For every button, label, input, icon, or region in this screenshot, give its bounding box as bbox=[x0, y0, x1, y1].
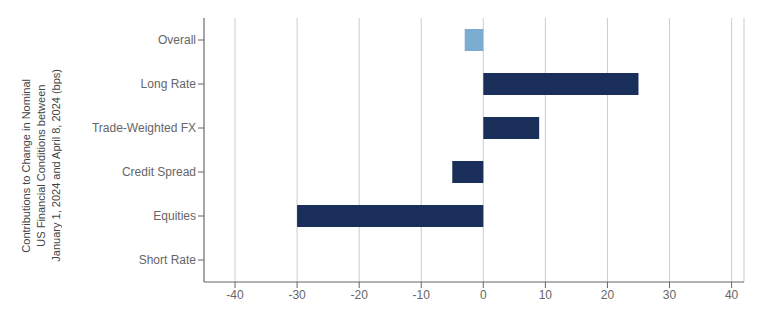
svg-text:Overall: Overall bbox=[158, 33, 196, 47]
svg-text:Equities: Equities bbox=[153, 209, 196, 223]
html-text:January 1, 2024 and April 8, 2: January 1, 2024 and April 8, 2024 (bps) bbox=[49, 68, 62, 262]
html-text:US Financial Conditions betwee: US Financial Conditions between bbox=[34, 84, 47, 246]
svg-text:Short Rate: Short Rate bbox=[139, 253, 197, 267]
svg-text:-30: -30 bbox=[288, 288, 306, 302]
svg-text:0: 0 bbox=[480, 288, 487, 302]
svg-text:40: 40 bbox=[725, 288, 739, 302]
html-text:Contributions to Change in Nom: Contributions to Change in Nominal bbox=[19, 78, 32, 252]
svg-text:10: 10 bbox=[539, 288, 553, 302]
svg-text:20: 20 bbox=[601, 288, 615, 302]
svg-text:-10: -10 bbox=[413, 288, 431, 302]
svg-text:Credit Spread: Credit Spread bbox=[122, 165, 196, 179]
svg-text:-20: -20 bbox=[351, 288, 369, 302]
svg-text:30: 30 bbox=[663, 288, 677, 302]
svg-text:Long Rate: Long Rate bbox=[141, 77, 197, 91]
svg-text:-40: -40 bbox=[226, 288, 244, 302]
svg-text:Trade-Weighted FX: Trade-Weighted FX bbox=[92, 121, 196, 135]
